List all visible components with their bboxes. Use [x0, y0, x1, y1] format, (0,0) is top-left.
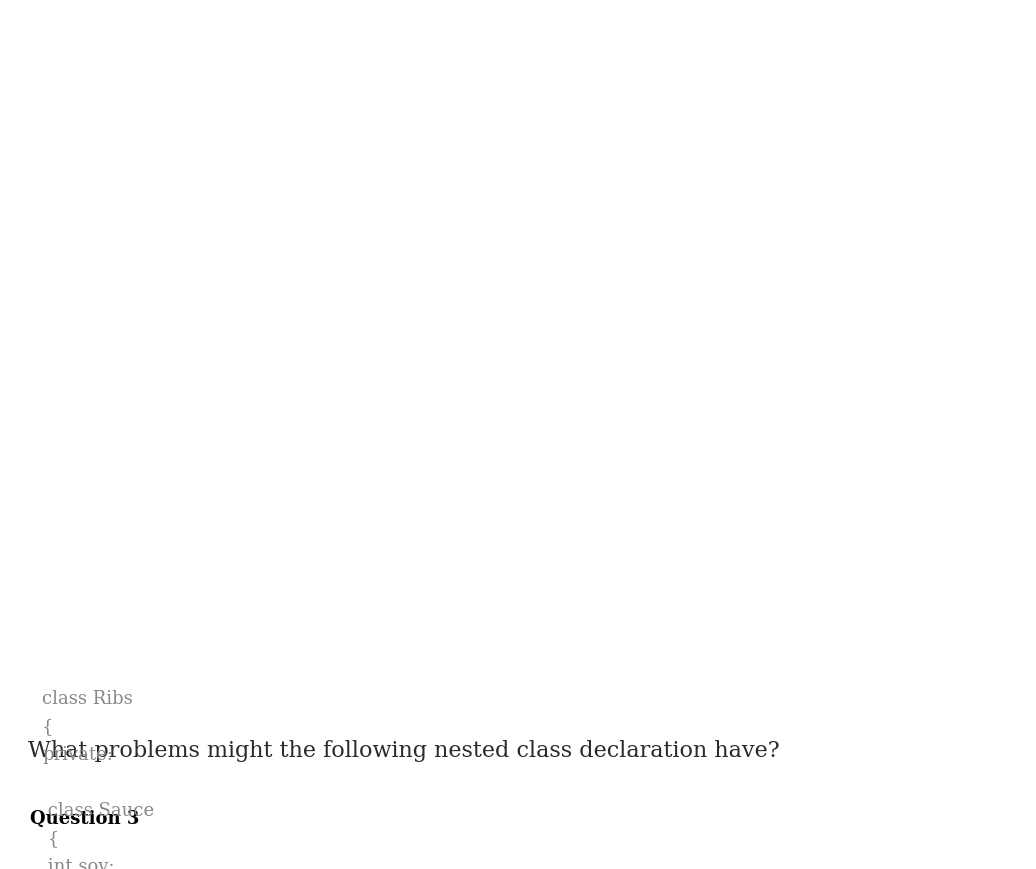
Text: Question 3: Question 3	[30, 809, 140, 827]
Text: class Sauce: class Sauce	[42, 801, 154, 819]
Text: class Ribs: class Ribs	[42, 689, 133, 707]
Text: {: {	[42, 717, 54, 735]
Text: int soy;: int soy;	[42, 857, 115, 869]
Text: What problems might the following nested class declaration have?: What problems might the following nested…	[28, 740, 780, 761]
Text: private:: private:	[42, 745, 113, 763]
Text: {: {	[42, 829, 59, 847]
